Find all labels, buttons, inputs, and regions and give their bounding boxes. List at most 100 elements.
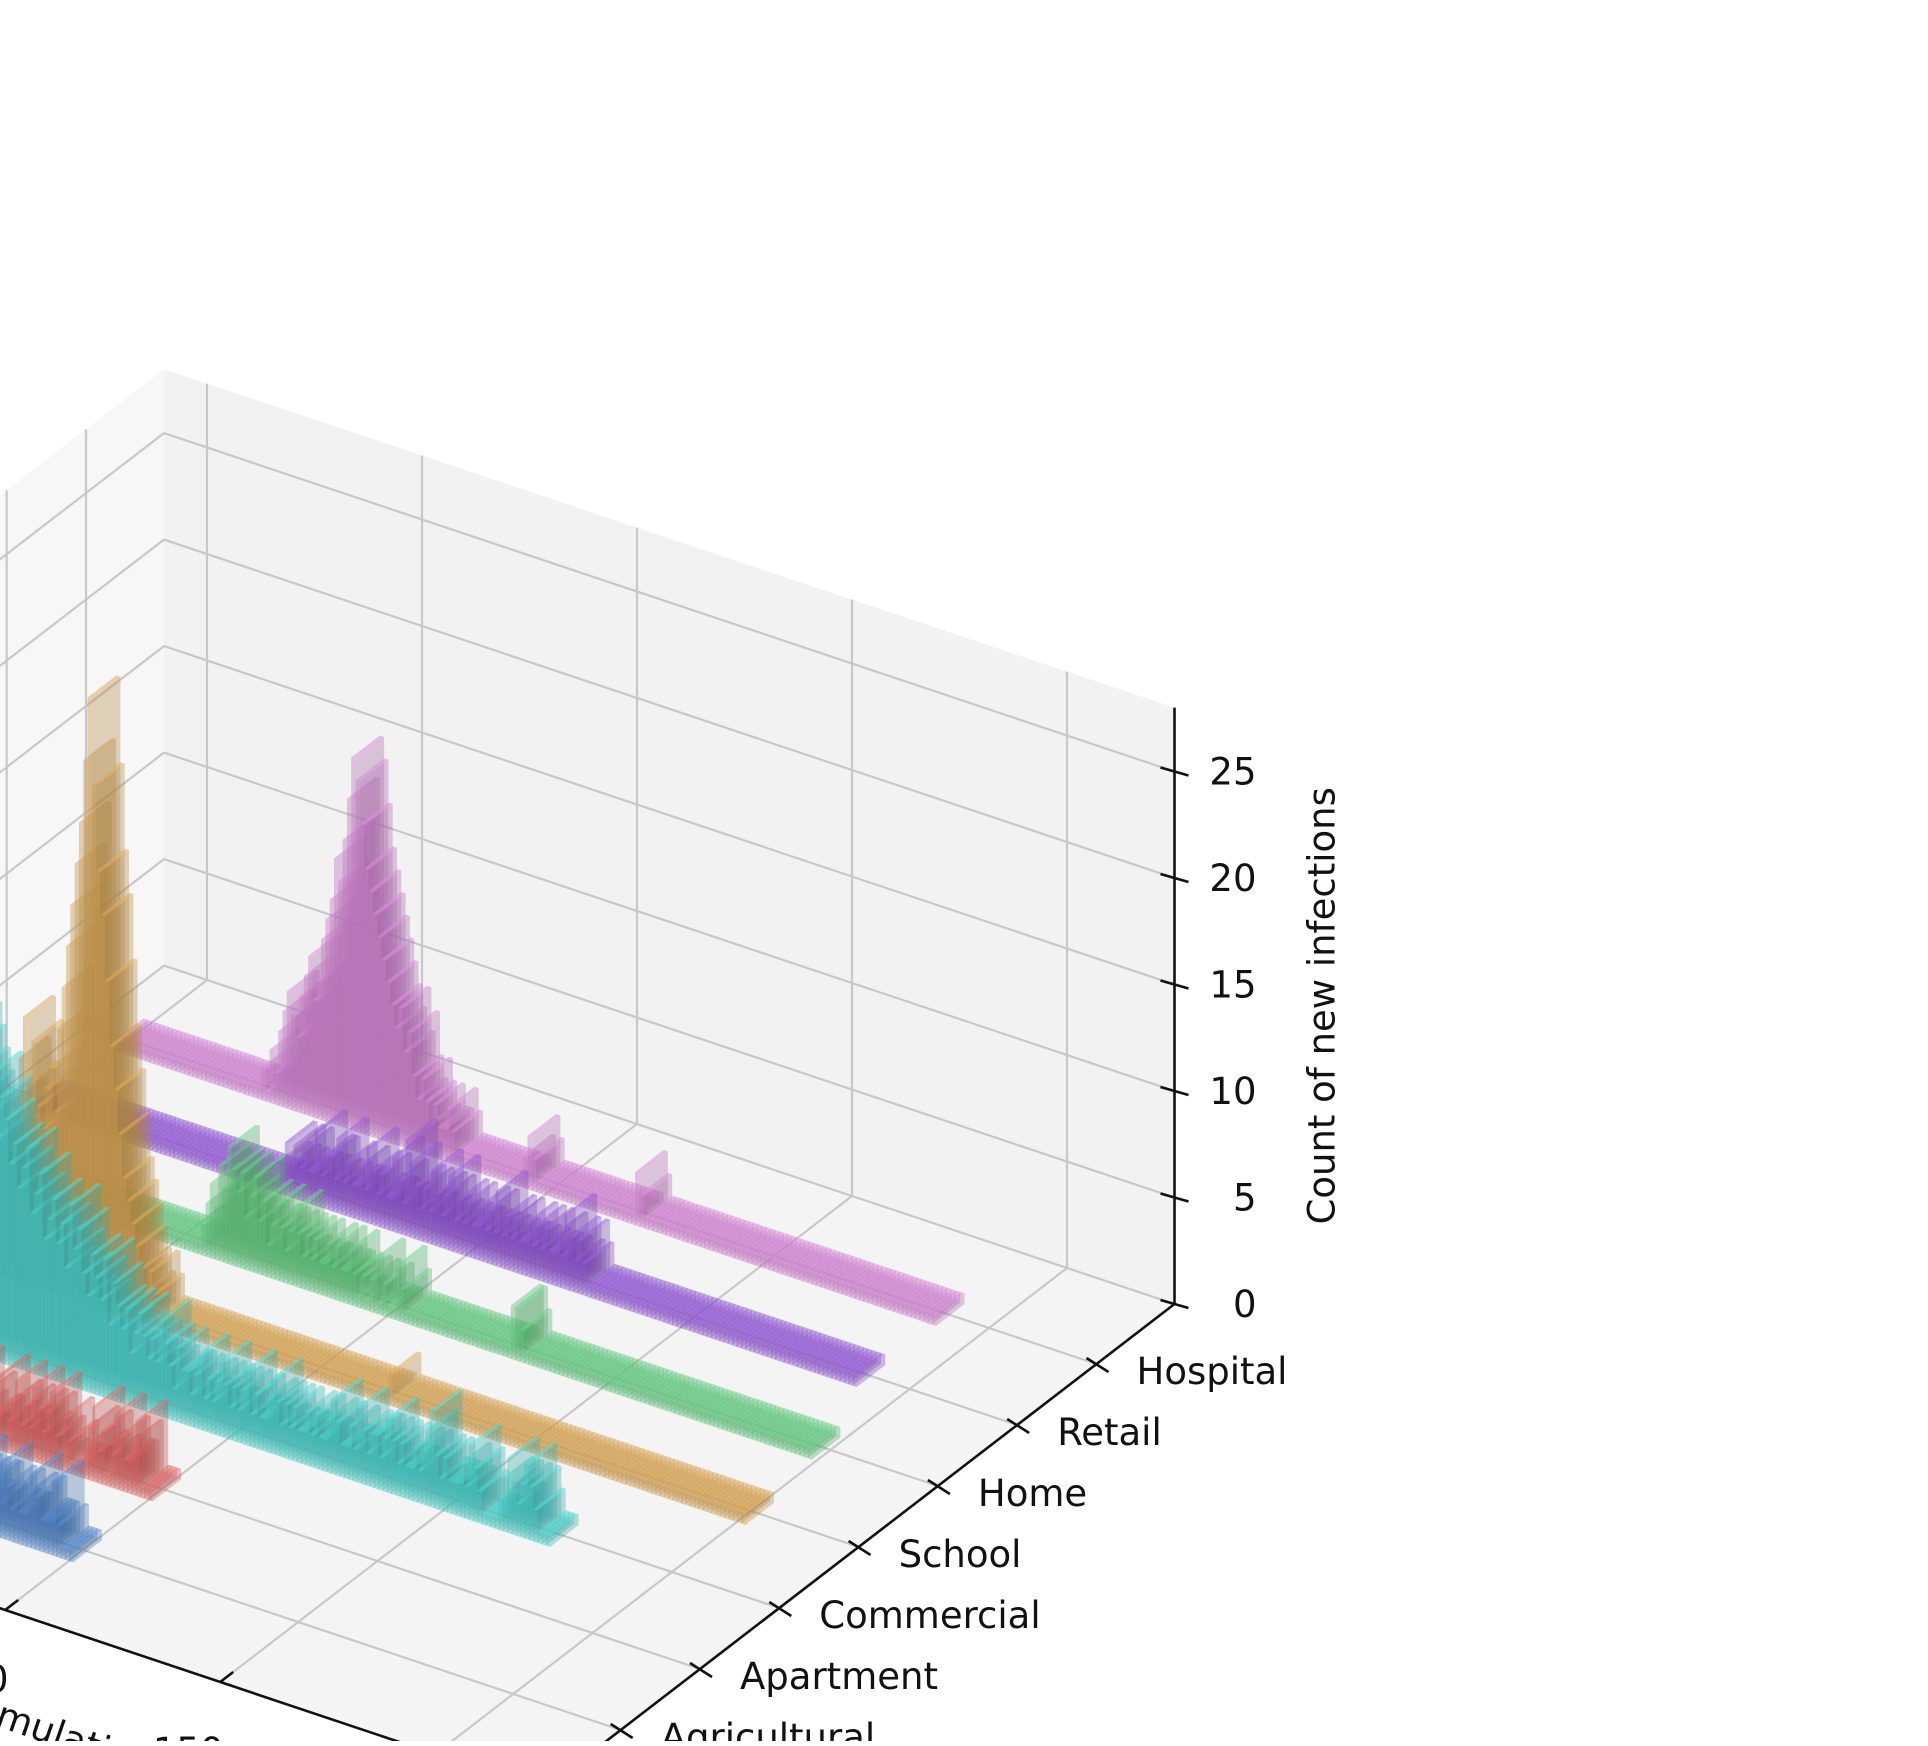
bar: [712, 1241, 716, 1253]
bar: [414, 1186, 418, 1241]
bar: [47, 1219, 51, 1380]
bar: [566, 1192, 570, 1204]
bar: [644, 1218, 648, 1230]
bar: [173, 1147, 177, 1159]
y-tick-label: Apartment: [740, 1655, 938, 1698]
bar: [661, 1399, 665, 1411]
bar: [347, 799, 351, 1131]
bar: [588, 1374, 592, 1386]
bar: [218, 1075, 222, 1087]
bar: [797, 1356, 801, 1368]
bar: [186, 1152, 190, 1164]
bar: [534, 1226, 538, 1281]
bar: [245, 1370, 249, 1446]
bar: [47, 1522, 51, 1555]
bar: [395, 1463, 399, 1496]
bar: [629, 1300, 633, 1312]
y-tick-label: Hospital: [1137, 1350, 1288, 1393]
bar: [423, 1406, 427, 1418]
bar: [605, 1205, 609, 1217]
bar: [202, 1398, 206, 1431]
z-tick-label: 20: [1209, 857, 1256, 900]
bar: [311, 1369, 315, 1381]
bar: [443, 1458, 447, 1513]
bar: [489, 1166, 493, 1178]
bar: [270, 1225, 274, 1280]
bar: [507, 1458, 511, 1534]
bar: [51, 1199, 55, 1382]
bar: [338, 881, 342, 1127]
bar: [341, 1182, 345, 1215]
bar: [166, 1058, 170, 1070]
bar: [782, 1439, 786, 1451]
bar: [689, 1320, 693, 1332]
bar: [322, 1439, 326, 1472]
bar: [465, 1203, 469, 1258]
bar: [244, 1084, 248, 1096]
bar: [386, 1306, 390, 1318]
bar: [288, 1427, 292, 1460]
bar: [392, 1157, 396, 1233]
bar: [674, 1403, 678, 1415]
bar: [236, 1192, 240, 1268]
bar: [524, 1464, 528, 1540]
bar: [747, 1427, 751, 1439]
bar: [300, 1256, 304, 1289]
bar: [726, 1420, 730, 1432]
bar: [460, 1464, 464, 1519]
bar: [296, 1430, 300, 1463]
bar: [408, 1468, 412, 1501]
bar: [561, 1452, 565, 1464]
bar: [631, 1213, 635, 1225]
bar: [438, 1478, 442, 1511]
bar: [429, 1321, 433, 1333]
bar: [578, 1458, 582, 1470]
bar: [661, 1223, 665, 1235]
bar: [590, 1287, 594, 1299]
bar: [595, 1464, 599, 1476]
bar: [169, 1146, 173, 1158]
bar: [144, 1488, 148, 1500]
bar: [751, 1254, 755, 1266]
bar: [373, 1259, 377, 1314]
bar: [131, 1441, 135, 1496]
bar: [30, 1474, 34, 1550]
bar: [232, 1387, 236, 1442]
bar: [807, 1272, 811, 1284]
bar: [840, 1371, 844, 1383]
bar: [231, 1169, 235, 1266]
bar: [212, 1160, 216, 1172]
bar: [180, 1370, 184, 1425]
bar: [292, 1211, 296, 1287]
bar: [498, 1344, 502, 1356]
bar: [575, 1370, 579, 1382]
bar: [852, 1375, 856, 1387]
bar: [453, 1220, 457, 1253]
bar: [708, 1239, 712, 1251]
bar: [118, 1437, 122, 1492]
bar: [521, 1243, 525, 1276]
bar: [758, 1343, 762, 1355]
bar: [519, 1330, 523, 1363]
bar: [659, 1485, 663, 1497]
bar: [330, 1266, 334, 1299]
bar: [386, 982, 390, 1143]
bar: [374, 1435, 378, 1490]
bar: [205, 1071, 209, 1083]
bar: [919, 1310, 923, 1322]
bar: [752, 1429, 756, 1441]
bar: [397, 1180, 401, 1235]
bar: [700, 1236, 704, 1248]
bar: [92, 1407, 96, 1483]
bar: [336, 1138, 340, 1214]
bar: [560, 1256, 564, 1289]
bar: [60, 1223, 64, 1384]
bar: [734, 1423, 738, 1435]
bar: [393, 1396, 397, 1408]
bar: [337, 1377, 341, 1389]
bar: [672, 1315, 676, 1327]
bar: [616, 1296, 620, 1308]
bar: [927, 1313, 931, 1325]
bar: [822, 1365, 826, 1377]
bar: [369, 1433, 373, 1488]
